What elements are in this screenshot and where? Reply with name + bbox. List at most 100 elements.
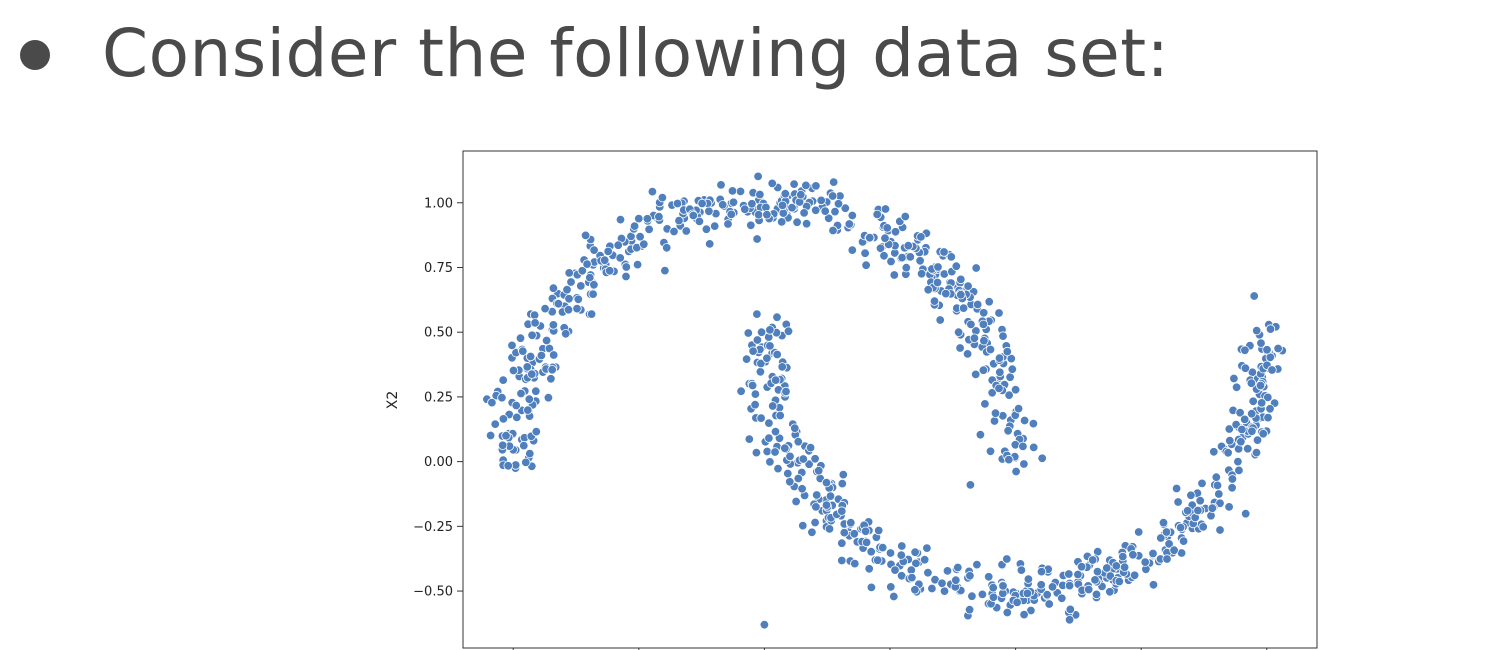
scatter-point	[1013, 403, 1024, 414]
scatter-point	[785, 477, 795, 487]
scatter-point	[580, 230, 591, 241]
scatter-point	[485, 430, 496, 441]
scatter-point	[864, 564, 874, 574]
scatter-point	[1246, 378, 1257, 388]
scatter-point	[1234, 465, 1244, 476]
scatter-point	[990, 408, 1001, 418]
scatter-point	[812, 490, 822, 500]
scatter-point	[793, 473, 804, 484]
scatter-point	[564, 268, 574, 278]
scatter-point	[865, 232, 875, 243]
scatter-point	[824, 524, 835, 534]
scatter-point	[897, 541, 907, 551]
scatter-point	[989, 416, 1000, 426]
scatter-point	[985, 344, 996, 355]
scatter-point	[1246, 409, 1257, 419]
scatter-point	[748, 346, 758, 356]
scatter-point	[951, 575, 961, 585]
scatter-point	[716, 180, 726, 190]
scatter-point	[969, 333, 980, 343]
scatter-point	[694, 216, 705, 227]
scatter-point	[810, 454, 820, 464]
scatter-point	[967, 591, 977, 601]
scatter-point	[736, 386, 746, 396]
scatter-point	[1007, 364, 1018, 374]
scatter-point	[705, 239, 715, 249]
scatter-point	[923, 568, 933, 578]
scatter-point	[837, 506, 847, 516]
scatter-point	[498, 375, 508, 385]
scatter-point	[916, 232, 926, 242]
scatter-point	[1223, 448, 1233, 458]
scatter-point	[1169, 545, 1179, 555]
y-axis-label: X2	[385, 391, 401, 410]
scatter-point	[915, 256, 925, 266]
scatter-point	[531, 386, 541, 396]
scatter-point	[910, 585, 920, 595]
scatter-point	[764, 433, 774, 443]
scatter-point	[654, 211, 664, 222]
scatter-point	[767, 178, 777, 189]
scatter-point	[1263, 392, 1273, 403]
scatter-point	[1140, 557, 1150, 567]
scatter-point	[847, 245, 858, 255]
scatter-point	[995, 367, 1005, 378]
y-tick-label: 0.25	[424, 390, 453, 405]
scatter-point	[805, 442, 816, 453]
scatter-point	[541, 335, 552, 346]
scatter-point	[1255, 380, 1266, 391]
scatter-point	[497, 393, 507, 403]
y-tick-label: 0.75	[424, 261, 453, 276]
scatter-point	[1004, 390, 1014, 400]
scatter-point	[515, 333, 526, 343]
scatter-point	[613, 240, 623, 250]
scatter-point	[979, 336, 989, 346]
scatter-point	[756, 413, 766, 423]
heading-text: Consider the following data set:	[102, 14, 1170, 92]
scatter-point	[1273, 343, 1283, 354]
scatter-point	[965, 571, 975, 581]
scatter-point	[1267, 365, 1277, 375]
scatter-point	[512, 412, 522, 423]
y-tick-label: 0.00	[424, 455, 453, 470]
scatter-point	[1011, 466, 1021, 477]
scatter-point	[1028, 442, 1039, 453]
scatter-point	[932, 277, 943, 288]
scatter-point	[787, 202, 797, 213]
scatter-point	[524, 394, 535, 404]
scatter-point	[1247, 426, 1257, 437]
scatter-point	[971, 263, 981, 273]
scatter-point	[1251, 447, 1262, 458]
scatter-point	[563, 305, 574, 315]
scatter-point	[811, 205, 821, 216]
scatter-point	[755, 367, 766, 377]
scatter-point	[1018, 441, 1028, 452]
scatter-point	[1026, 605, 1036, 616]
scatter-point	[662, 243, 672, 253]
scatter-point	[910, 547, 920, 557]
scatter-point	[753, 171, 763, 182]
scatter-point	[897, 252, 907, 263]
scatter-point	[1224, 424, 1235, 434]
scatter-point	[988, 583, 998, 593]
scatter-point	[1233, 456, 1243, 467]
scatter-point	[1182, 506, 1193, 516]
scatter-point	[900, 211, 911, 222]
scatter-point	[577, 266, 588, 276]
scatter-point	[1178, 536, 1189, 546]
scatter-point	[523, 405, 533, 415]
scatter-point	[1262, 345, 1272, 355]
scatter-point	[750, 400, 760, 410]
scatter-point	[790, 423, 800, 433]
scatter-point	[1002, 346, 1013, 357]
scatter-point	[1249, 291, 1259, 301]
scatter-point	[1242, 444, 1253, 454]
scatter-point	[765, 457, 775, 467]
scatter-point	[837, 555, 847, 566]
scatter-point	[747, 199, 757, 209]
scatter-point	[759, 620, 770, 630]
scatter-point	[770, 426, 781, 437]
scatter-point	[1036, 566, 1047, 577]
slide-heading: Consider the following data set:	[20, 8, 1169, 98]
scatter-point	[837, 478, 848, 489]
